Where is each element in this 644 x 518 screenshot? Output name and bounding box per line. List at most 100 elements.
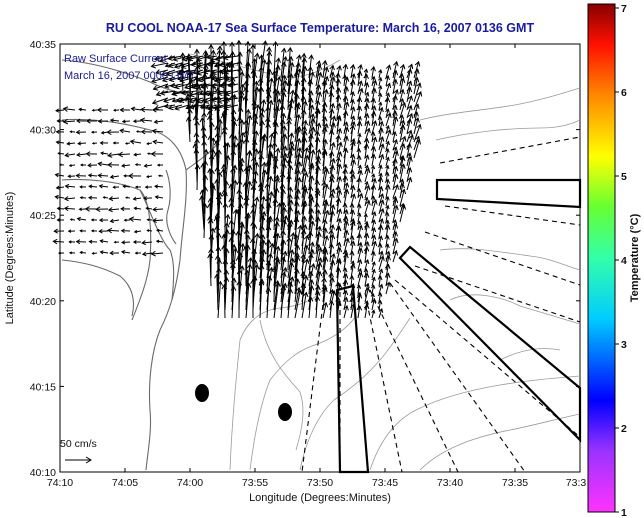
current-vector [134,163,142,167]
current-vector [265,195,272,231]
current-vector [377,224,384,239]
x-tick-label: 73:35 [502,477,528,489]
current-vector [155,69,169,75]
current-vector [287,249,295,279]
current-vector [196,97,211,104]
current-vector [314,130,321,151]
current-vector [406,86,413,103]
current-vector [79,196,87,200]
current-vector [67,229,76,233]
current-vector [133,229,142,234]
current-vector [399,101,407,119]
current-vector [363,268,369,279]
current-vector [392,237,399,255]
current-vector [265,260,272,295]
current-vector [280,239,287,271]
current-vector [350,106,356,119]
current-vector [392,219,398,231]
current-vector [413,76,420,95]
current-vector [371,276,376,287]
current-vector [153,119,164,124]
current-vector [343,101,350,119]
current-vector [406,118,413,135]
current-vector [146,175,153,179]
current-vector [329,192,335,215]
current-vector [377,176,384,191]
current-vector [329,210,336,231]
current-vector [257,149,263,183]
current-vector [315,257,323,279]
current-vector [308,133,314,159]
current-vector [222,142,229,183]
current-vector [307,230,314,255]
current-vector [385,254,391,271]
current-vector [76,216,87,222]
current-vector [350,140,356,159]
current-vector [308,113,316,135]
current-vector [223,68,239,75]
current-vector [314,190,321,215]
current-vector [141,240,153,246]
current-vector [329,141,336,159]
current-vector [272,197,279,231]
current-vector [335,72,341,87]
current-vector [192,83,211,90]
current-vector [385,184,391,199]
current-vector [392,116,399,135]
current-vector [273,216,280,247]
current-vector [54,194,65,200]
current-vector [242,245,249,287]
current-vector [335,197,342,215]
current-vector [130,106,142,112]
current-vector [335,87,342,103]
current-vector [385,112,392,127]
current-vector [133,206,142,211]
current-vector [243,165,250,207]
current-vector [328,108,335,127]
current-vector [286,158,293,191]
current-vector [80,163,87,167]
current-vector [385,92,391,103]
current-vector [343,121,349,135]
current-vector [363,81,370,95]
current-vector [88,239,98,244]
current-vector [146,229,153,232]
annotation-line-1: Raw Surface Current [64,53,167,65]
current-vector [342,147,349,167]
current-vector [55,140,65,145]
current-vector [213,104,232,111]
current-vector [308,54,314,79]
current-vector [329,259,336,279]
current-vector [371,219,377,231]
current-vector [128,173,142,179]
current-vector [154,55,169,62]
current-vector [180,62,197,69]
current-vector [151,97,169,105]
current-vector [328,129,335,151]
current-vector [406,166,413,183]
current-vector [364,287,371,303]
current-vector [398,72,405,87]
current-vector [356,120,363,135]
current-vector [392,78,398,95]
current-vector [294,104,301,135]
current-vector [250,156,257,191]
current-vector [385,82,392,95]
current-vector [370,65,376,79]
current-vector [357,132,362,143]
current-vector [136,130,142,133]
current-vector [349,124,356,143]
current-vector [384,195,390,207]
current-vector [123,218,131,222]
current-vector [272,232,279,271]
current-vector [59,163,65,166]
current-vector [245,234,251,271]
current-vector [301,184,308,207]
current-vector [63,196,76,202]
current-vector [122,184,131,189]
current-vector [120,249,131,255]
current-vector [199,90,211,96]
current-vector [294,137,302,167]
current-vector [392,197,399,215]
